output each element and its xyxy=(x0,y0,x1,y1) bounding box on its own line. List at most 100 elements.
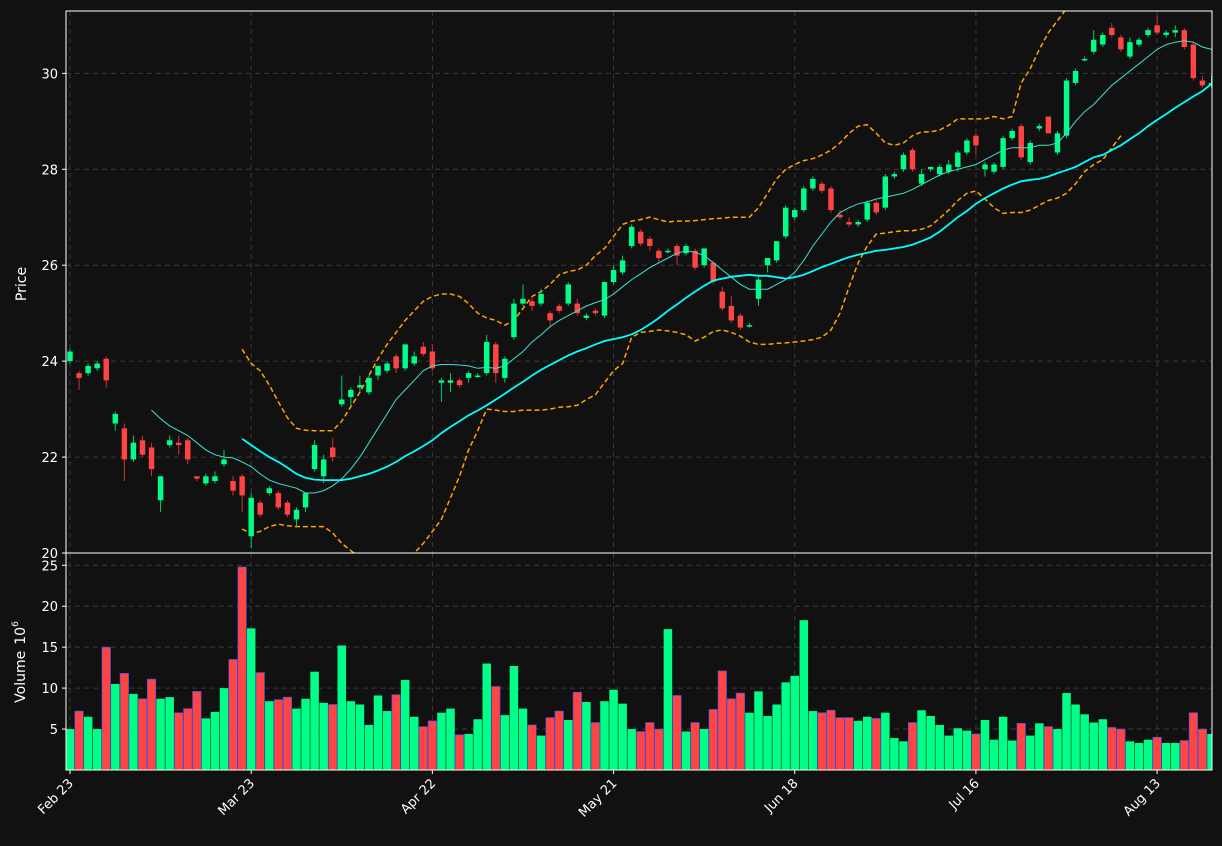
candle-body xyxy=(810,179,815,189)
candle-body xyxy=(855,222,860,224)
candle-body xyxy=(149,447,154,469)
volume-bar xyxy=(954,728,963,770)
candle-body xyxy=(556,306,561,311)
volume-bar xyxy=(809,711,818,770)
volume-bar xyxy=(1117,729,1126,770)
candle-body xyxy=(1154,25,1159,32)
volume-bar xyxy=(356,704,365,770)
volume-bar xyxy=(165,697,174,770)
volume-bar xyxy=(854,721,863,770)
volume-bar xyxy=(836,718,845,770)
candle-body xyxy=(683,246,688,253)
volume-bar xyxy=(781,682,790,770)
candle-body xyxy=(131,443,136,460)
candle-body xyxy=(828,188,833,210)
volume-bar xyxy=(935,725,944,770)
candle-body xyxy=(303,493,308,507)
volume-tick-label: 15 xyxy=(41,641,58,656)
volume-bar xyxy=(120,673,129,770)
volume-bar xyxy=(401,680,410,770)
price-tick-label: 28 xyxy=(41,163,58,178)
candle-body xyxy=(874,203,879,213)
candle-body xyxy=(203,476,208,483)
candle-body xyxy=(901,155,906,169)
volume-bar xyxy=(636,732,645,770)
candle-body xyxy=(366,378,371,392)
volume-bar xyxy=(1099,719,1108,770)
candle-body xyxy=(629,227,634,246)
candle-body xyxy=(484,342,489,373)
candle-body xyxy=(348,390,353,397)
candle-body xyxy=(67,352,72,362)
volume-bar xyxy=(174,713,183,770)
candle-body xyxy=(1046,117,1051,134)
candle-body xyxy=(140,440,145,454)
candle-body xyxy=(638,232,643,244)
volume-bar xyxy=(926,716,935,770)
candle-body xyxy=(584,316,589,318)
candle-body xyxy=(656,251,661,258)
volume-bar xyxy=(1062,693,1071,770)
volume-bar xyxy=(944,736,953,770)
volume-bar xyxy=(347,701,356,770)
candle-body xyxy=(529,301,534,306)
volume-bar xyxy=(691,723,700,770)
candle-body xyxy=(620,260,625,272)
volume-bar xyxy=(727,699,736,770)
volume-bar xyxy=(374,695,383,770)
volume-bar xyxy=(1108,727,1117,770)
volume-bar xyxy=(981,720,990,770)
candle-body xyxy=(982,164,987,169)
volume-bar xyxy=(890,738,899,770)
volume-bar xyxy=(1044,727,1053,770)
candle-body xyxy=(846,222,851,224)
volume-tick-label: 20 xyxy=(41,600,58,615)
candle-body xyxy=(167,440,172,445)
candle-body xyxy=(185,440,190,459)
volume-bar xyxy=(75,711,84,770)
candle-body xyxy=(520,299,525,304)
volume-bar xyxy=(972,734,981,770)
price-axis-title: Price xyxy=(14,267,30,301)
candle-body xyxy=(892,174,897,176)
volume-bar xyxy=(93,729,102,770)
volume-bar xyxy=(129,694,138,770)
volume-bar xyxy=(1126,741,1135,770)
volume-bar xyxy=(265,701,274,770)
candle-body xyxy=(212,476,217,481)
volume-bar xyxy=(274,700,283,770)
volume-bar xyxy=(646,723,655,770)
volume-bar xyxy=(899,741,908,770)
candle-body xyxy=(421,347,426,354)
candle-body xyxy=(1000,138,1005,167)
candle-body xyxy=(85,366,90,373)
candle-body xyxy=(1009,131,1014,138)
volume-bar xyxy=(519,709,528,770)
volume-bar xyxy=(845,718,854,770)
candle-body xyxy=(248,498,253,536)
volume-bar xyxy=(1080,714,1089,770)
volume-bar xyxy=(582,702,591,770)
candle-body xyxy=(919,174,924,184)
volume-bar xyxy=(283,697,292,770)
price-tick-label: 26 xyxy=(41,259,58,274)
candle-body xyxy=(312,445,317,469)
volume-bar xyxy=(790,676,799,770)
candle-body xyxy=(1091,40,1096,52)
candle-body xyxy=(448,380,453,382)
candle-body xyxy=(928,167,933,169)
volume-bar xyxy=(528,725,537,770)
volume-bar xyxy=(682,732,691,770)
volume-bar xyxy=(827,710,836,770)
volume-bar xyxy=(1008,741,1017,770)
candle-body xyxy=(538,294,543,304)
candle-body xyxy=(412,356,417,363)
candle-body xyxy=(937,167,942,174)
candle-body xyxy=(1182,30,1187,47)
candle-body xyxy=(720,292,725,309)
volume-bar xyxy=(510,666,519,770)
candle-body xyxy=(194,476,199,478)
candle-body xyxy=(1145,30,1150,35)
